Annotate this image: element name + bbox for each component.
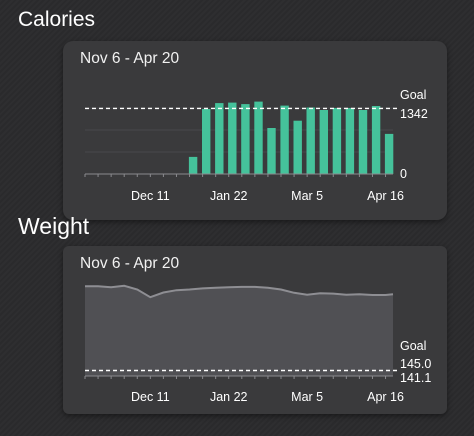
weight-section-title: Weight [18, 213, 90, 239]
calories-x-tick-label: Mar 5 [291, 189, 323, 203]
weight-goal-label: Goal [400, 339, 426, 353]
calories-bar [254, 101, 263, 174]
calories-goal-label: Goal [400, 88, 426, 102]
calories-goal-value: 1342 [400, 107, 428, 121]
calories-bar [319, 110, 328, 174]
calories-bar [371, 106, 381, 174]
weight-card[interactable]: Nov 6 - Apr 20 Goal 145.0 141.1 Dec 11 Ja… [63, 246, 447, 414]
calories-card[interactable]: Nov 6 - Apr 20 Goal 1342 0 Dec 11 Jan 22 M… [63, 41, 447, 220]
calories-date-range: Nov 6 - Apr 20 [80, 50, 180, 67]
calories-bar [345, 108, 355, 174]
weight-x-tick-label: Apr 16 [367, 390, 404, 404]
weight-date-range: Nov 6 - Apr 20 [80, 255, 180, 272]
calories-bar [188, 156, 198, 174]
calories-bar [332, 108, 342, 174]
calories-bar [228, 102, 237, 174]
calories-x-tick-label: Dec 11 [131, 189, 170, 203]
weight-min-value: 141.1 [400, 371, 431, 385]
calories-bar [280, 105, 289, 174]
weight-x-tick-label: Dec 11 [131, 390, 170, 404]
calories-section-title: Calories [18, 8, 96, 31]
calories-zero-label: 0 [400, 167, 407, 181]
calories-bar [358, 110, 368, 174]
weight-x-tick-label: Mar 5 [291, 390, 323, 404]
calories-x-tick-label: Apr 16 [367, 189, 404, 203]
calories-bar [215, 103, 224, 174]
calories-bar [293, 120, 302, 174]
weight-line [85, 284, 394, 299]
weight-x-tick-label: Jan 22 [210, 390, 248, 404]
calories-bar [241, 104, 250, 174]
calories-bar [202, 109, 211, 174]
weight-area [85, 285, 393, 376]
calories-x-tick-label: Jan 22 [210, 189, 248, 203]
calories-bar [306, 107, 315, 174]
calories-bar [267, 128, 276, 174]
weight-chart: Goal 145.0 141.1 Dec 11 Jan 22 Mar 5 Apr 16 [84, 284, 431, 404]
weight-goal-value: 145.0 [400, 357, 431, 371]
calories-chart: Goal 1342 0 Dec 11 Jan 22 Mar 5 Apr 16 [84, 88, 428, 203]
calories-bar [384, 133, 394, 174]
